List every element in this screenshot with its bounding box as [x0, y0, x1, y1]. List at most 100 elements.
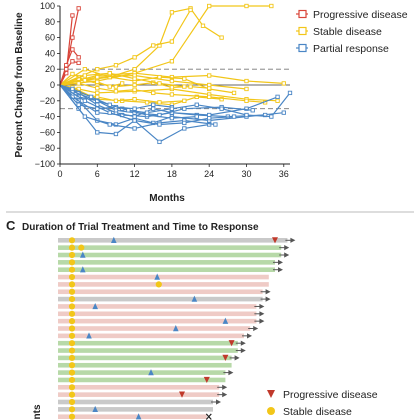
- data-point: [76, 81, 81, 86]
- data-point: [157, 139, 162, 145]
- data-point: [275, 98, 280, 103]
- x-axis-label: Months: [149, 193, 185, 204]
- duration-bar: [58, 377, 226, 383]
- partial-response-marker: [80, 251, 86, 258]
- y-tick-label: −40: [40, 112, 55, 122]
- y-tick-label: −20: [40, 96, 55, 106]
- data-point: [213, 122, 218, 127]
- patient-line: [59, 84, 291, 118]
- stable-disease-marker: [68, 340, 76, 347]
- data-point: [151, 106, 156, 111]
- data-point: [188, 84, 193, 89]
- patient-bar: [58, 281, 269, 288]
- legend-label: Progressive disease: [283, 389, 378, 401]
- stable-disease-marker: [68, 384, 76, 391]
- patient-bar: [58, 354, 240, 361]
- duration-bars: [58, 236, 296, 420]
- data-point: [132, 82, 137, 88]
- data-point: [64, 63, 69, 68]
- series-stable-disease: [59, 3, 286, 107]
- x-tick-label: 30: [241, 169, 251, 179]
- patient-bar: [58, 391, 228, 398]
- data-point: [132, 55, 137, 60]
- partial-response-marker: [173, 325, 179, 332]
- duration-bar: [58, 392, 220, 397]
- duration-bar: [58, 252, 282, 258]
- patient-bar: [58, 251, 290, 259]
- ongoing-arrowhead: [216, 399, 221, 405]
- stable-disease-marker: [68, 413, 76, 420]
- data-point: [132, 87, 137, 92]
- y-axis-label: Percent Change from Baseline: [14, 12, 25, 157]
- x-tick-label: 0: [57, 169, 62, 179]
- duration-bar: [58, 289, 263, 295]
- progressive-disease-marker: [272, 237, 278, 244]
- data-point: [132, 126, 137, 131]
- duration-bar: [58, 296, 263, 302]
- data-point: [244, 98, 249, 103]
- ongoing-arrowhead: [240, 340, 246, 346]
- data-point: [70, 35, 75, 40]
- ongoing-arrowhead: [228, 370, 234, 376]
- patient-bar: [58, 398, 221, 406]
- data-point: [151, 90, 156, 96]
- partial-response-marker: [80, 266, 86, 273]
- data-point: [194, 94, 199, 100]
- stable-disease-marker: [68, 391, 76, 398]
- data-point: [95, 90, 100, 96]
- x-tick-label: 24: [204, 169, 214, 179]
- data-point: [157, 100, 162, 105]
- discontinued-marker: [205, 413, 212, 420]
- duration-bar: [58, 311, 257, 317]
- data-point: [95, 86, 100, 91]
- data-point: [76, 60, 81, 66]
- duration-bar: [58, 326, 251, 331]
- y-tick-label: 80: [45, 17, 55, 27]
- data-point: [182, 120, 187, 126]
- x-tick-label: 18: [167, 169, 177, 179]
- data-point: [169, 92, 175, 97]
- patient-bar: [58, 413, 212, 420]
- partial-response-marker: [92, 302, 98, 310]
- duration-bar: [58, 260, 275, 265]
- ongoing-arrowhead: [222, 384, 228, 390]
- y-tick-label: −100: [35, 159, 55, 169]
- patient-line: [59, 9, 192, 86]
- partial-response-marker: [111, 236, 117, 243]
- duration-bar: [58, 370, 226, 375]
- patient-line: [59, 82, 266, 103]
- duration-bar: [58, 399, 213, 405]
- x-tick-label: 6: [95, 169, 100, 179]
- data-point: [244, 86, 249, 92]
- patient-bar: [58, 310, 265, 317]
- duration-bar: [58, 348, 238, 353]
- data-point: [169, 74, 175, 80]
- data-point: [132, 67, 137, 72]
- y-tick-label: 40: [45, 48, 55, 58]
- data-point: [95, 67, 100, 72]
- data-point: [219, 35, 224, 40]
- stable-disease-marker: [68, 251, 76, 259]
- partial-response-marker: [222, 317, 229, 324]
- stable-disease-marker: [78, 244, 85, 251]
- stable-disease-marker: [68, 325, 76, 332]
- duration-legend: Progressive disease Stable disease: [262, 384, 414, 420]
- series-partial-response: [59, 84, 293, 145]
- data-point: [281, 110, 286, 115]
- partial-response-marker: [191, 295, 198, 302]
- stable-disease-marker: [68, 273, 76, 281]
- legend-background: [262, 384, 414, 420]
- stable-disease-marker: [68, 369, 76, 376]
- data-point: [169, 10, 175, 15]
- patient-line: [59, 48, 80, 86]
- y-tick-label: 60: [45, 33, 55, 43]
- stable-disease-marker: [68, 288, 76, 295]
- series-progressive-disease: [59, 6, 81, 86]
- data-point: [281, 81, 286, 86]
- ongoing-arrowhead: [284, 252, 290, 258]
- legend-label: Stable disease: [313, 26, 382, 38]
- panel-label: C: [6, 218, 16, 233]
- ongoing-arrowhead: [284, 245, 290, 251]
- data-point: [132, 97, 137, 102]
